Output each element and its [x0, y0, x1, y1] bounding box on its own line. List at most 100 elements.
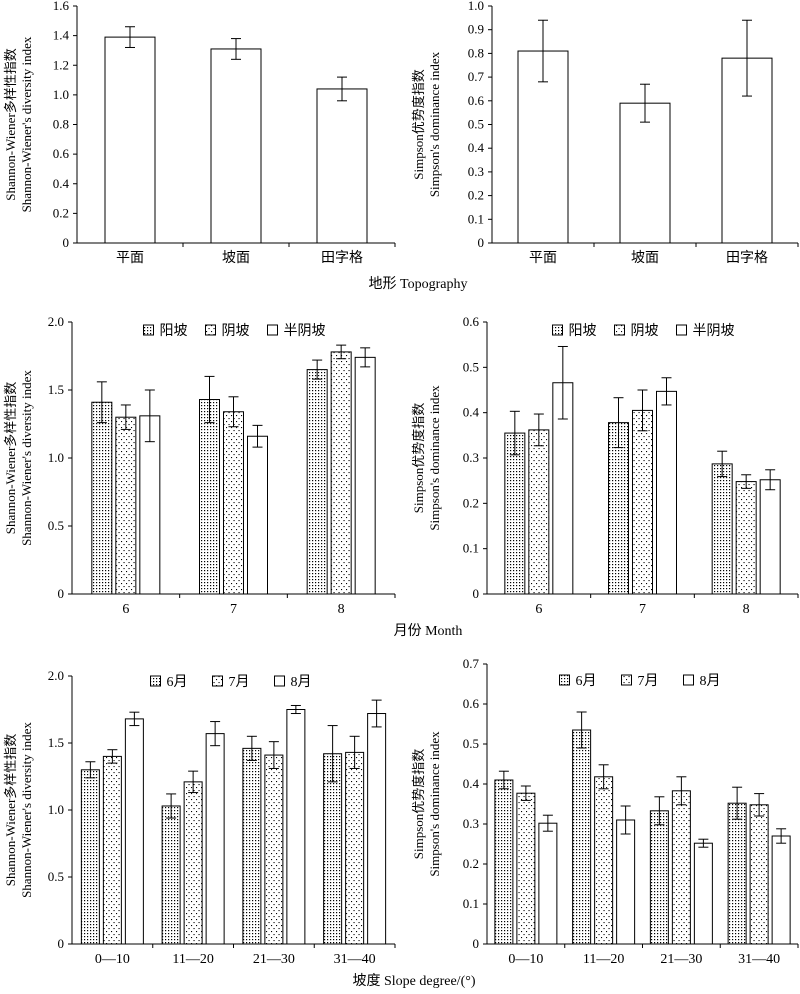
y-tick-label: 0.1 — [463, 896, 479, 911]
bar — [671, 790, 691, 945]
bar — [102, 755, 122, 945]
bar — [330, 351, 352, 595]
bar — [161, 805, 181, 945]
legend-swatch — [621, 674, 632, 686]
x-category-label: 平面 — [529, 251, 557, 266]
y-tick-label: 2.0 — [48, 314, 64, 329]
legend: 6月 7月 8月 — [150, 674, 312, 690]
y-tick-label: 0 — [473, 936, 480, 951]
y-tick-label: 0.5 — [468, 117, 484, 132]
row-xlabel-month: 月份 Month — [394, 623, 463, 639]
y-axis-label-en: Shannon-Wiener's diversity index — [19, 36, 34, 212]
chart-panel-d: 0 0.1 0.2 0.3 0.4 0.5 0.6 Simpson优势度指数 Simpson's… — [411, 314, 799, 617]
legend-swatch — [205, 324, 216, 336]
legend-label: 半阴坡 — [693, 323, 735, 339]
y-axis-label-en: Simpson's dominance index — [427, 731, 442, 877]
y-tick-label: 0.4 — [53, 176, 70, 191]
y-axis-label-en: Shannon-Wiener's diversity index — [19, 722, 34, 898]
y-tick-label: 0.9 — [468, 22, 484, 37]
y-tick-label: 0.3 — [463, 450, 479, 465]
y-tick-label: 0.5 — [48, 518, 64, 533]
legend-label: 6月 — [167, 674, 188, 690]
y-tick-label: 1.0 — [53, 87, 69, 102]
legend-label: 半阴坡 — [284, 323, 326, 339]
chart-panel-f: 0 0.1 0.2 0.3 0.4 0.5 0.6 0.7 Simpson优势度指数 Simpso… — [411, 656, 799, 967]
bar — [494, 779, 514, 945]
y-tick-label: 0.2 — [463, 856, 479, 871]
y-axis-label-zh: Shannon-Wiener多样性指数 — [3, 382, 18, 535]
y-tick-label: 0.6 — [53, 146, 70, 161]
bar — [711, 463, 733, 595]
bar — [345, 751, 365, 945]
legend-label: 7月 — [638, 673, 659, 689]
y-tick-label: 0.2 — [53, 205, 69, 220]
chart-panel-e: 0 0.5 1.0 1.5 2.0 Shannon-Wiener多样性指数 Shannon-… — [3, 668, 396, 967]
y-axis-label-zh: Shannon-Wiener多样性指数 — [3, 48, 18, 201]
y-tick-label: 0.6 — [463, 314, 480, 329]
y-tick-label: 0.6 — [463, 696, 480, 711]
legend-label: 阳坡 — [569, 323, 597, 339]
y-tick-label: 2.0 — [48, 668, 64, 683]
bar — [354, 356, 376, 595]
bar — [771, 835, 791, 945]
y-tick-label: 0.4 — [468, 140, 485, 155]
bar — [183, 781, 203, 945]
x-category-label: 坡面 — [222, 250, 250, 266]
legend-swatch — [150, 675, 161, 687]
xlabel-slope-degree: 坡度 Slope degree/(°) — [352, 973, 475, 989]
bar — [199, 399, 220, 595]
bar — [749, 804, 769, 945]
y-tick-label: 0 — [478, 235, 485, 250]
y-tick-label: 0.1 — [463, 541, 479, 556]
x-category-label: 31—40 — [334, 952, 376, 967]
y-tick-label: 0.8 — [468, 45, 484, 60]
y-tick-label: 1.4 — [53, 28, 70, 43]
legend-label: 7月 — [229, 674, 250, 690]
bar — [528, 429, 550, 595]
y-tick-label: 0 — [473, 586, 480, 601]
legend-swatch — [683, 674, 694, 686]
y-tick-label: 0.1 — [468, 211, 484, 226]
y-tick-label: 1.5 — [48, 382, 64, 397]
bar — [504, 432, 526, 595]
x-category-label: 0—10 — [508, 952, 543, 967]
y-axis-label-en: Simpson's dominance index — [427, 51, 442, 197]
bar — [632, 409, 653, 595]
chart-panel-c: 0 0.5 1.0 1.5 2.0 Shannon-Wiener多样性指数 Shannon-… — [3, 314, 396, 617]
x-category-label: 7 — [639, 602, 646, 617]
chart-panel-b: 0 0.1 0.2 0.3 0.4 0.5 0.6 0.7 0.8 0.9 1.0 Simpson优势… — [411, 0, 799, 266]
x-category-label: 31—40 — [738, 952, 780, 967]
y-tick-label: 0 — [63, 235, 70, 250]
legend-swatch — [559, 674, 570, 686]
x-category-label: 平面 — [116, 251, 144, 266]
y-tick-label: 0.3 — [463, 816, 479, 831]
y-tick-label: 0 — [58, 936, 65, 951]
bar — [594, 776, 614, 945]
x-category-label: 田字格 — [726, 250, 768, 266]
y-axis-label-en: Simpson's dominance index — [427, 385, 442, 531]
x-category-label: 21—30 — [253, 952, 295, 967]
x-category-label: 0—10 — [95, 952, 130, 967]
legend-swatch — [614, 324, 625, 336]
bar — [223, 411, 244, 595]
xlabel-month: 月份 Month — [394, 623, 463, 639]
bar — [649, 810, 669, 945]
x-category-label: 11—20 — [583, 952, 624, 967]
bar — [210, 48, 262, 244]
bar — [727, 802, 747, 945]
legend-swatch — [274, 675, 285, 687]
bar — [367, 713, 387, 945]
y-tick-label: 0.5 — [48, 869, 64, 884]
y-tick-label: 0.6 — [468, 93, 485, 108]
bar — [693, 842, 713, 945]
y-axis-label-zh: Simpson优势度指数 — [411, 69, 426, 180]
y-tick-label: 0.7 — [468, 69, 485, 84]
chart-panel-a: 0 0.2 0.4 0.6 0.8 1.0 1.2 1.4 1.6 Shannon-Wiener多… — [3, 0, 396, 266]
bar — [735, 481, 757, 595]
y-tick-label: 0.2 — [468, 188, 484, 203]
legend-swatch — [267, 324, 278, 336]
x-category-label: 6 — [122, 602, 129, 617]
bar — [616, 819, 636, 945]
x-category-label: 21—30 — [660, 952, 702, 967]
legend-label: 6月 — [576, 673, 597, 689]
